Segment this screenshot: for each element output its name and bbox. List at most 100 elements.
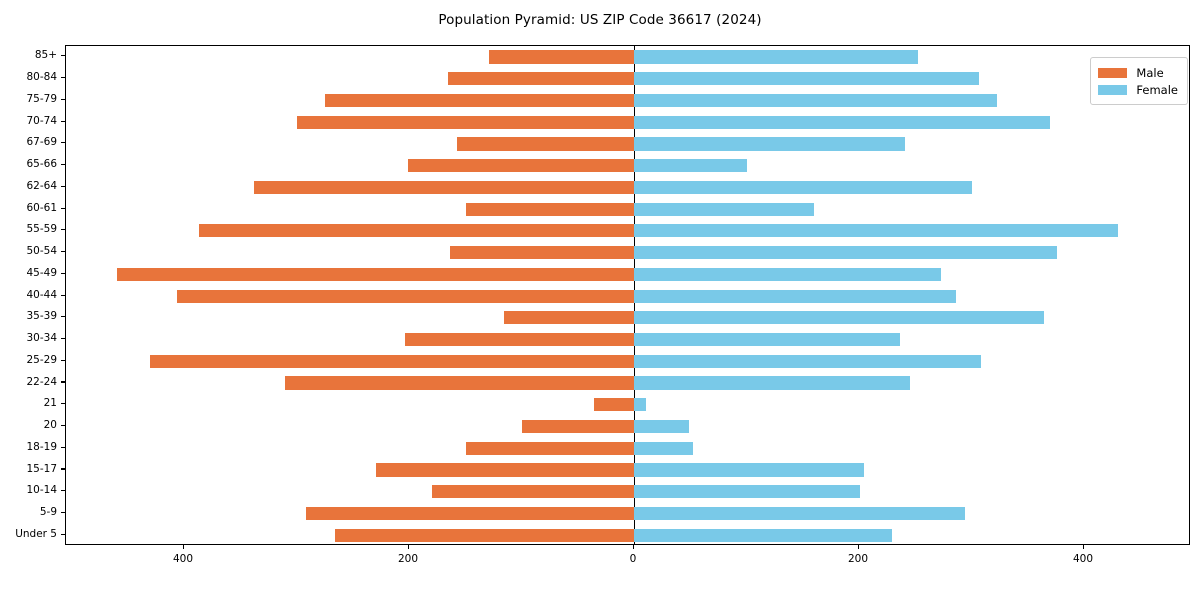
bar-female-65-66[interactable] [634,159,747,173]
y-tick-label-21: 21 [43,397,57,410]
bar-female-under-5[interactable] [634,528,892,542]
bar-row [66,524,1189,546]
y-tick-mark [60,359,65,361]
bar-female-10-14[interactable] [634,485,861,499]
y-tick-mark [60,164,65,166]
bar-male-15-17[interactable] [376,463,634,477]
bar-female-22-24[interactable] [634,376,910,390]
y-tick-mark [60,446,65,448]
y-tick-mark [60,511,65,513]
legend-label-male: Male [1136,65,1164,80]
bar-male-85+[interactable] [488,50,634,64]
x-tick-label-400-4: 400 [1072,553,1094,565]
y-tick-label-18-19: 18-19 [26,440,57,453]
bar-row [66,459,1189,481]
bar-female-25-29[interactable] [634,354,981,368]
y-tick-mark [60,98,65,100]
x-tick-mark [632,545,634,550]
bar-female-70-74[interactable] [634,115,1051,129]
bar-male-10-14[interactable] [431,485,634,499]
chart-title: Population Pyramid: US ZIP Code 36617 (2… [438,12,762,28]
bar-male-70-74[interactable] [296,115,634,129]
bar-male-25-29[interactable] [150,354,634,368]
bar-male-80-84[interactable] [448,72,634,86]
bar-female-5-9[interactable] [634,506,965,521]
bar-row [66,46,1189,68]
bar-row [66,307,1189,329]
y-tick-label-85+: 85+ [34,49,57,62]
bar-row [66,68,1189,90]
x-tick-mark [407,545,409,550]
bar-male-55-59[interactable] [198,224,634,238]
y-tick-label-45-49: 45-49 [26,266,57,279]
bar-female-62-64[interactable] [634,180,972,194]
bar-female-67-69[interactable] [634,137,906,151]
bar-row [66,198,1189,220]
bar-male-21[interactable] [593,398,634,412]
x-tick-label-200-3: 200 [847,553,869,565]
plot-area [65,45,1190,545]
bar-male-5-9[interactable] [305,506,634,521]
y-tick-label-30-34: 30-34 [26,332,57,345]
y-tick-label-60-61: 60-61 [26,201,57,214]
bar-male-20[interactable] [521,419,634,434]
bar-row [66,481,1189,503]
y-tick-label-62-64: 62-64 [26,179,57,192]
bar-male-22-24[interactable] [285,376,634,390]
bar-male-75-79[interactable] [324,93,634,108]
bar-female-21[interactable] [634,398,647,412]
bar-male-18-19[interactable] [466,441,634,455]
y-tick-label-70-74: 70-74 [26,114,57,127]
bar-row [66,155,1189,177]
y-tick-label-75-79: 75-79 [26,92,57,105]
y-tick-label-10-14: 10-14 [26,484,57,497]
bar-male-under-5[interactable] [334,528,634,542]
bar-row [66,89,1189,111]
bar-female-55-59[interactable] [634,224,1118,238]
bar-female-20[interactable] [634,419,690,434]
bar-row [66,176,1189,198]
bar-female-35-39[interactable] [634,311,1044,325]
y-tick-label-5-9: 5-9 [39,505,57,518]
bar-row [66,329,1189,351]
y-tick-label-35-39: 35-39 [26,310,57,323]
y-tick-label-55-59: 55-59 [26,223,57,236]
bar-male-40-44[interactable] [177,289,634,303]
y-tick-mark [60,272,65,274]
y-tick-mark [60,403,65,405]
legend-item-male[interactable]: Male [1098,64,1178,81]
bar-male-62-64[interactable] [253,180,634,194]
bar-male-50-54[interactable] [449,246,634,260]
x-tick-label-400-0: 400 [172,553,194,565]
bar-male-30-34[interactable] [404,332,634,347]
y-tick-label-65-66: 65-66 [26,158,57,171]
bar-female-45-49[interactable] [634,267,942,281]
bar-row [66,133,1189,155]
bar-row [66,285,1189,307]
bar-row [66,111,1189,133]
bar-male-60-61[interactable] [466,202,634,216]
bar-female-15-17[interactable] [634,463,864,477]
y-tick-mark [60,229,65,231]
bar-male-45-49[interactable] [116,267,634,281]
bar-male-67-69[interactable] [457,137,634,151]
x-tick-mark [1082,545,1084,550]
bar-female-85+[interactable] [634,50,918,64]
bar-female-75-79[interactable] [634,93,998,108]
y-tick-mark [60,185,65,187]
bar-female-80-84[interactable] [634,72,980,86]
bar-female-40-44[interactable] [634,289,956,303]
bar-female-50-54[interactable] [634,246,1057,260]
bar-male-35-39[interactable] [503,311,634,325]
legend-swatch-male [1098,67,1128,78]
bar-female-18-19[interactable] [634,441,693,455]
bar-row [66,350,1189,372]
x-tick-mark [857,545,859,550]
y-tick-label-40-44: 40-44 [26,288,57,301]
y-tick-mark [60,424,65,427]
bar-female-30-34[interactable] [634,332,900,347]
bar-male-65-66[interactable] [407,159,634,173]
bar-female-60-61[interactable] [634,202,814,216]
legend-item-female[interactable]: Female [1098,81,1178,98]
